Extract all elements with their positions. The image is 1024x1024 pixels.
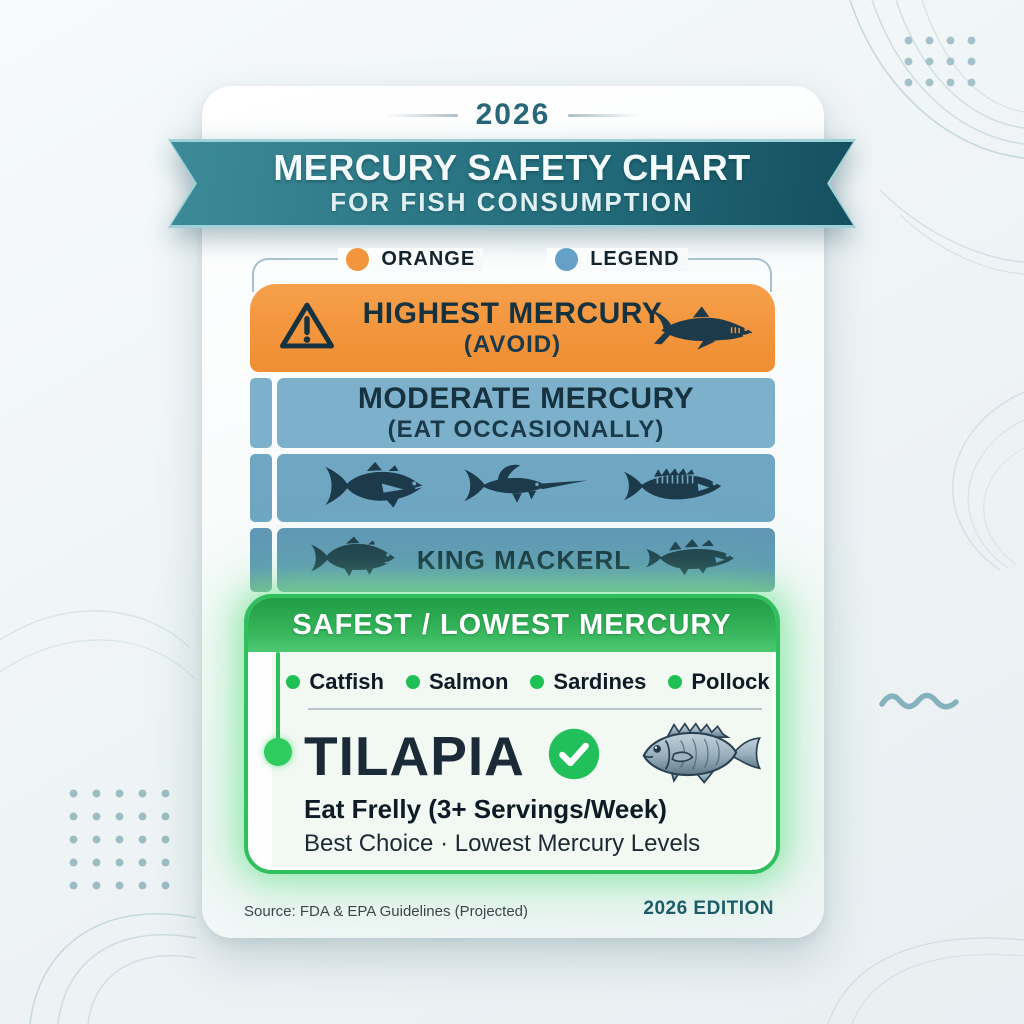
best-choice-note: Best Choice · Lowest Mercury Levels [304, 830, 701, 857]
orange-dot-icon [346, 247, 370, 271]
poster-title: MERCURY SAFETY CHART [273, 147, 751, 189]
fish-icon-row [277, 454, 775, 522]
safest-body: Catfish Salmon Sardines Pollock TILAPIA [248, 652, 776, 870]
band-highest-mercury: HIGHEST MERCURY (AVOID) [250, 284, 775, 372]
bullet-dot-icon [530, 675, 545, 689]
timeline-dot-icon [264, 738, 292, 766]
legend-label: ORANGE [381, 247, 476, 270]
list-item: Sardines [530, 669, 646, 695]
band-title: HIGHEST MERCURY [362, 296, 663, 330]
salmon-icon [309, 535, 405, 586]
safest-header-text: SAFEST / LOWEST MERCURY [292, 608, 732, 641]
featured-fish-row: TILAPIA [304, 718, 766, 794]
band-king-mackerel-cell: KING MACKERL [277, 528, 775, 592]
bullet-dot-icon [405, 675, 420, 689]
featured-fish-name: TILAPIA [304, 725, 525, 787]
squiggle-wave-icon [879, 692, 959, 710]
check-icon [547, 727, 601, 786]
band-side-cell [250, 454, 272, 522]
list-item: Salmon [405, 669, 509, 695]
band-moderate-mercury-cell: MODERATE MERCURY (EAT OCCASIONALLY) [277, 378, 775, 448]
king-mackerel-row: KING MACKERL [277, 528, 775, 592]
tuna-icon [322, 460, 430, 517]
safe-fish-name: Salmon [428, 669, 509, 694]
edition-label: 2026 EDITION [643, 898, 774, 919]
poster-subtitle: FOR FISH CONSUMPTION [330, 186, 694, 217]
serving-advice: Eat Frelly (3+ Servings/Week) [304, 794, 667, 824]
legend-bracket-left [252, 258, 354, 292]
legend-item-orange: ORANGE [338, 247, 484, 271]
bullet-dot-icon [668, 675, 683, 689]
safest-section: SAFEST / LOWEST MERCURY Catfish Salmon S… [244, 594, 780, 874]
band-moderate-fish-cell [277, 454, 775, 522]
divider [308, 708, 762, 710]
safe-fish-list: Catfish Salmon Sardines Pollock [286, 664, 770, 700]
legend-bracket-right [668, 258, 772, 292]
year-dash-right [568, 113, 641, 117]
legend-label: LEGEND [590, 247, 680, 270]
legend: ORANGE LEGEND [202, 244, 824, 274]
band-highest-mercury-cell: HIGHEST MERCURY (AVOID) [250, 284, 775, 372]
shark-icon [645, 304, 757, 357]
mackerel-icon [620, 460, 730, 517]
year-text: 2026 [475, 98, 551, 131]
safe-fish-name: Sardines [553, 669, 647, 694]
band-side-cell [250, 528, 272, 592]
tilapia-icon [637, 718, 763, 795]
year-dash-left [385, 113, 458, 117]
safest-header: SAFEST / LOWEST MERCURY [248, 598, 776, 652]
title-ribbon-body: MERCURY SAFETY CHART FOR FISH CONSUMPTIO… [171, 142, 853, 225]
source-note: Source: FDA & EPA Guidelines (Projected) [244, 903, 529, 920]
band-moderate-fish [250, 454, 775, 522]
band-title: MODERATE MERCURY [357, 381, 695, 415]
band-side-cell [250, 378, 272, 448]
swordfish-icon [461, 461, 589, 516]
dot-grid-bottom-left [62, 782, 180, 900]
blue-dot-icon [555, 247, 579, 271]
king-mackerel-label: KING MACKERL [416, 544, 632, 575]
legend-item-legend: LEGEND [547, 247, 688, 271]
year-row: 2026 [202, 98, 824, 132]
band-moderate-mercury: MODERATE MERCURY (EAT OCCASIONALLY) [250, 378, 775, 448]
timeline-line [276, 652, 280, 752]
cod-icon [643, 535, 743, 585]
list-item: Catfish [286, 669, 384, 695]
safe-fish-name: Catfish [309, 669, 384, 694]
band-subtitle: (AVOID) [463, 331, 562, 359]
dot-grid-top-right [898, 30, 984, 94]
safe-fish-name: Pollock [691, 669, 770, 694]
list-item: Pollock [668, 669, 770, 695]
title-ribbon: MERCURY SAFETY CHART FOR FISH CONSUMPTIO… [168, 139, 856, 228]
bullet-dot-icon [286, 675, 301, 689]
band-king-mackerel: KING MACKERL [250, 528, 775, 592]
warning-icon [278, 299, 336, 358]
band-subtitle: (EAT OCCASIONALLY) [387, 416, 665, 444]
